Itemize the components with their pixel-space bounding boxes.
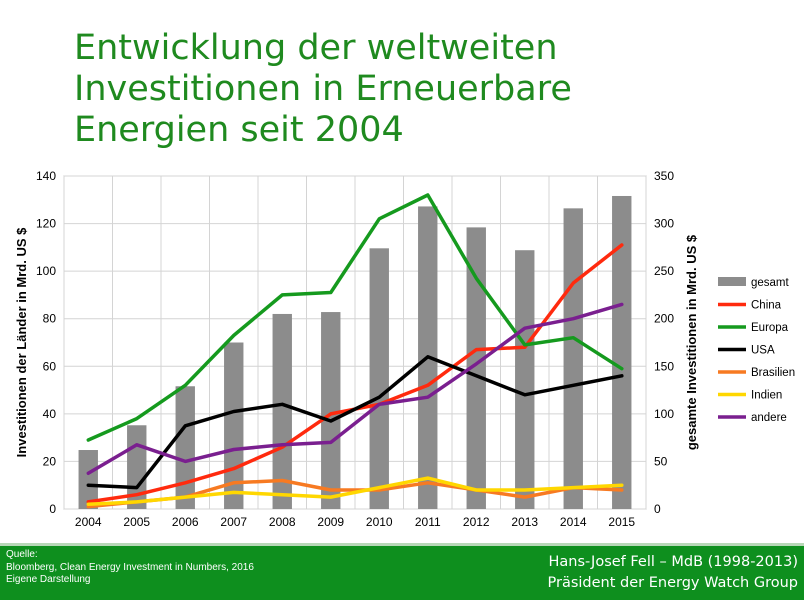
bar-gesamt: [175, 386, 195, 509]
author-line: Hans-Josef Fell – MdB (1998-2013): [548, 554, 798, 570]
x-tick-label: 2011: [415, 515, 441, 529]
line-andere: [86, 302, 624, 476]
bar-gesamt: [563, 208, 583, 509]
y-tick-label-right: 100: [654, 407, 674, 421]
bar-gesamt: [321, 312, 341, 509]
source-line: Eigene Darstellung: [6, 574, 91, 585]
legend-label: andere: [751, 412, 787, 424]
y-axis-title-right: gesamte Investitionen in Mrd. US $: [684, 234, 699, 450]
bar-gesamt: [369, 248, 389, 509]
investment-chart: 0 20 40 60 80 100 120 140 0 50 100 150 200 250 300 350 2…: [14, 169, 795, 529]
legend-label: gesamt: [751, 277, 790, 289]
x-tick-label: 2004: [75, 515, 102, 529]
y-tick-label-left: 140: [36, 169, 56, 183]
legend-swatch-gesamt: [718, 277, 746, 286]
y-tick-label-right: 300: [654, 217, 674, 231]
y-tick-label-right: 250: [654, 264, 674, 278]
y-tick-label-left: 120: [36, 217, 56, 231]
source-line: Quelle:: [6, 549, 38, 560]
x-tick-label: 2007: [220, 515, 247, 529]
legend-label: Brasilien: [751, 367, 795, 379]
y-tick-label-right: 50: [654, 454, 668, 468]
line-europa: [86, 193, 624, 442]
x-tick-label: 2013: [511, 515, 538, 529]
x-tick-label: 2014: [560, 515, 587, 529]
y-tick-label-left: 60: [43, 359, 57, 373]
x-tick-label: 2010: [366, 515, 393, 529]
slide-title: Entwicklung der weltweiten Investitionen…: [74, 28, 774, 151]
y-axis-title-left: Investitionen der Länder in Mrd. US $: [14, 227, 29, 457]
x-tick-label: 2012: [463, 515, 490, 529]
legend-label: Indien: [751, 390, 782, 402]
y-tick-label-left: 40: [43, 407, 57, 421]
bar-gesamt: [612, 195, 632, 510]
y-tick-label-left: 80: [43, 312, 57, 326]
bar-gesamt: [515, 250, 535, 509]
slide-title-line: Investitionen in Erneuerbare: [74, 69, 572, 109]
line-usa: [86, 355, 624, 490]
legend-label: Europa: [751, 322, 789, 334]
x-tick-label: 2009: [317, 515, 344, 529]
x-tick-label: 2015: [608, 515, 635, 529]
slide-title-line: Entwicklung der weltweiten: [74, 28, 558, 68]
line-indien: [86, 476, 624, 506]
y-tick-label-left: 0: [49, 502, 56, 516]
slide-title-line: Energien seit 2004: [74, 110, 404, 150]
footer-bar: Quelle: Bloomberg, Clean Energy Investme…: [0, 543, 804, 600]
legend-label: USA: [751, 345, 775, 357]
bar-gesamt: [78, 450, 98, 509]
legend-label: China: [751, 300, 782, 312]
x-tick-label: 2006: [172, 515, 199, 529]
author-credit: Hans-Josef Fell – MdB (1998-2013) Präsid…: [548, 552, 799, 594]
source-line: Bloomberg, Clean Energy Investment in Nu…: [6, 561, 254, 573]
y-tick-label-right: 0: [654, 502, 661, 516]
y-tick-label-left: 20: [43, 454, 57, 468]
x-tick-label: 2008: [269, 515, 296, 529]
bar-gesamt: [466, 227, 486, 509]
y-tick-label-right: 350: [654, 169, 674, 183]
source-note: Quelle: Bloomberg, Clean Energy Investme…: [6, 549, 254, 587]
y-tick-label-left: 100: [36, 264, 56, 278]
x-tick-label: 2005: [123, 515, 150, 529]
bar-gesamt: [272, 313, 292, 509]
y-tick-label-right: 200: [654, 312, 674, 326]
author-line: Präsident der Energy Watch Group: [547, 575, 799, 591]
y-tick-label-right: 150: [654, 359, 674, 373]
